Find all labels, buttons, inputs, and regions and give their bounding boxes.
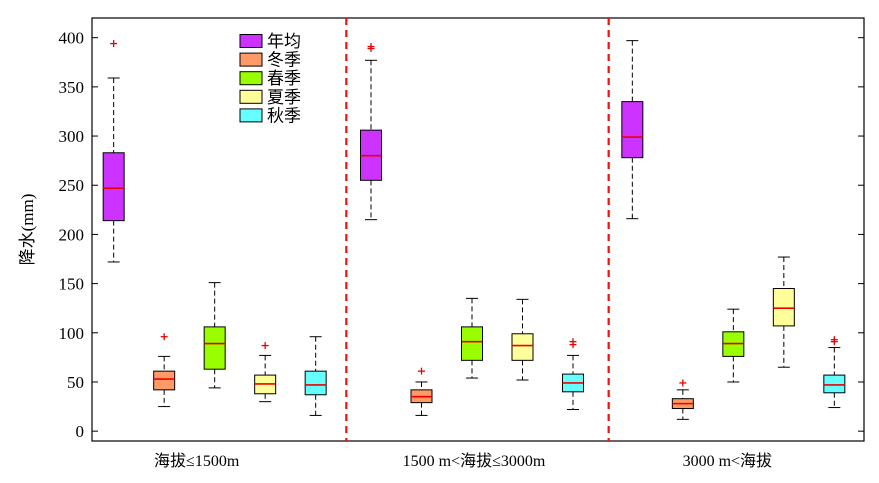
legend-swatch <box>239 71 263 86</box>
legend-label: 年均 <box>267 32 301 51</box>
axes-layer: 0 50 100 150 200 250 300 350 400 降水(mm) 海拔≤1500m 15… <box>18 17 865 470</box>
box-2-1 <box>360 43 382 221</box>
box-3-2 <box>671 379 694 420</box>
legend-swatch <box>239 34 263 48</box>
boxes-layer <box>102 40 846 420</box>
box-2-5 <box>562 338 584 411</box>
iqr-box <box>102 152 125 222</box>
box-1-1 <box>102 40 125 263</box>
iqr-box <box>461 326 483 361</box>
box-2-3 <box>461 297 483 379</box>
box-3-5 <box>823 336 846 409</box>
legend-label: 夏季 <box>267 88 301 107</box>
iqr-box <box>511 333 534 361</box>
iqr-box <box>621 101 644 159</box>
plot-frame <box>91 17 865 442</box>
box-2-2 <box>410 367 433 416</box>
box-1-2 <box>153 333 176 408</box>
y-tick-label: 200 <box>59 225 85 244</box>
group-label: 3000 m<海拔 <box>683 452 772 470</box>
y-tick-label: 50 <box>67 373 84 392</box>
y-tick-label: 150 <box>59 275 85 294</box>
legend-label: 秋季 <box>267 106 301 125</box>
y-tick-label: 350 <box>59 78 85 97</box>
box-1-4 <box>254 342 277 403</box>
y-tick-label: 300 <box>59 127 85 146</box>
box-2-4 <box>511 298 534 381</box>
legend-swatch <box>239 89 263 104</box>
y-axis-label: 降水(mm) <box>18 194 37 266</box>
legend-label: 春季 <box>267 69 301 88</box>
legend-swatch <box>239 108 263 123</box>
iqr-box <box>772 288 795 327</box>
legend-swatch <box>239 52 263 67</box>
iqr-box <box>203 326 226 370</box>
box-1-5 <box>304 336 327 416</box>
box-3-4 <box>772 256 795 368</box>
y-tick-label: 0 <box>76 422 85 441</box>
group-label: 1500 m<海拔≤3000m <box>403 452 546 470</box>
y-tick-label: 100 <box>59 324 85 343</box>
iqr-box <box>153 370 176 391</box>
y-tick-label: 400 <box>59 29 85 48</box>
box-3-1 <box>621 40 644 220</box>
box-1-3 <box>203 282 226 389</box>
box-3-3 <box>722 308 745 383</box>
group-label: 海拔≤1500m <box>154 452 240 470</box>
iqr-box <box>304 370 327 396</box>
iqr-box <box>823 374 846 394</box>
y-tick-label: 250 <box>59 176 85 195</box>
legend-label: 冬季 <box>267 51 301 70</box>
